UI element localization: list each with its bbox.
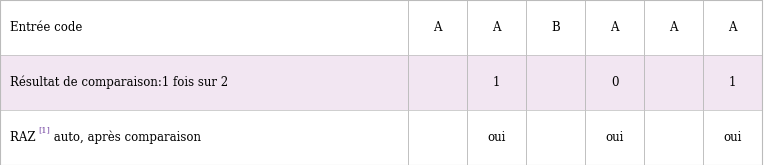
Bar xyxy=(526,110,585,165)
Bar xyxy=(644,55,703,110)
Bar xyxy=(467,110,526,165)
Text: Résultat de comparaison:1 fois sur 2: Résultat de comparaison:1 fois sur 2 xyxy=(10,76,228,89)
Bar xyxy=(585,0,644,55)
Bar xyxy=(644,0,703,55)
Bar xyxy=(0,0,408,55)
Text: A: A xyxy=(728,21,736,34)
Bar xyxy=(703,55,762,110)
Bar xyxy=(526,0,585,55)
Bar xyxy=(408,0,467,55)
Bar xyxy=(0,0,762,55)
Bar xyxy=(703,0,762,55)
Bar xyxy=(408,55,467,110)
Bar xyxy=(0,110,762,165)
Text: A: A xyxy=(610,21,619,34)
Bar xyxy=(467,55,526,110)
Text: oui: oui xyxy=(487,131,506,144)
Text: 0: 0 xyxy=(610,76,618,89)
Text: oui: oui xyxy=(605,131,623,144)
Bar xyxy=(467,0,526,55)
Text: oui: oui xyxy=(724,131,742,144)
Text: A: A xyxy=(492,21,500,34)
Bar xyxy=(703,110,762,165)
Text: auto, après comparaison: auto, après comparaison xyxy=(50,131,201,144)
Bar xyxy=(0,110,408,165)
Text: Entrée code: Entrée code xyxy=(10,21,83,34)
Bar xyxy=(585,110,644,165)
Text: 1: 1 xyxy=(729,76,736,89)
Bar xyxy=(644,110,703,165)
Bar xyxy=(585,55,644,110)
Text: A: A xyxy=(433,21,442,34)
Text: B: B xyxy=(551,21,560,34)
Bar xyxy=(0,55,408,110)
Text: 1: 1 xyxy=(493,76,500,89)
Bar xyxy=(408,110,467,165)
Text: [1]: [1] xyxy=(38,126,50,134)
Text: RAZ: RAZ xyxy=(10,131,38,144)
Bar xyxy=(0,55,762,110)
Bar xyxy=(526,55,585,110)
Text: A: A xyxy=(669,21,678,34)
